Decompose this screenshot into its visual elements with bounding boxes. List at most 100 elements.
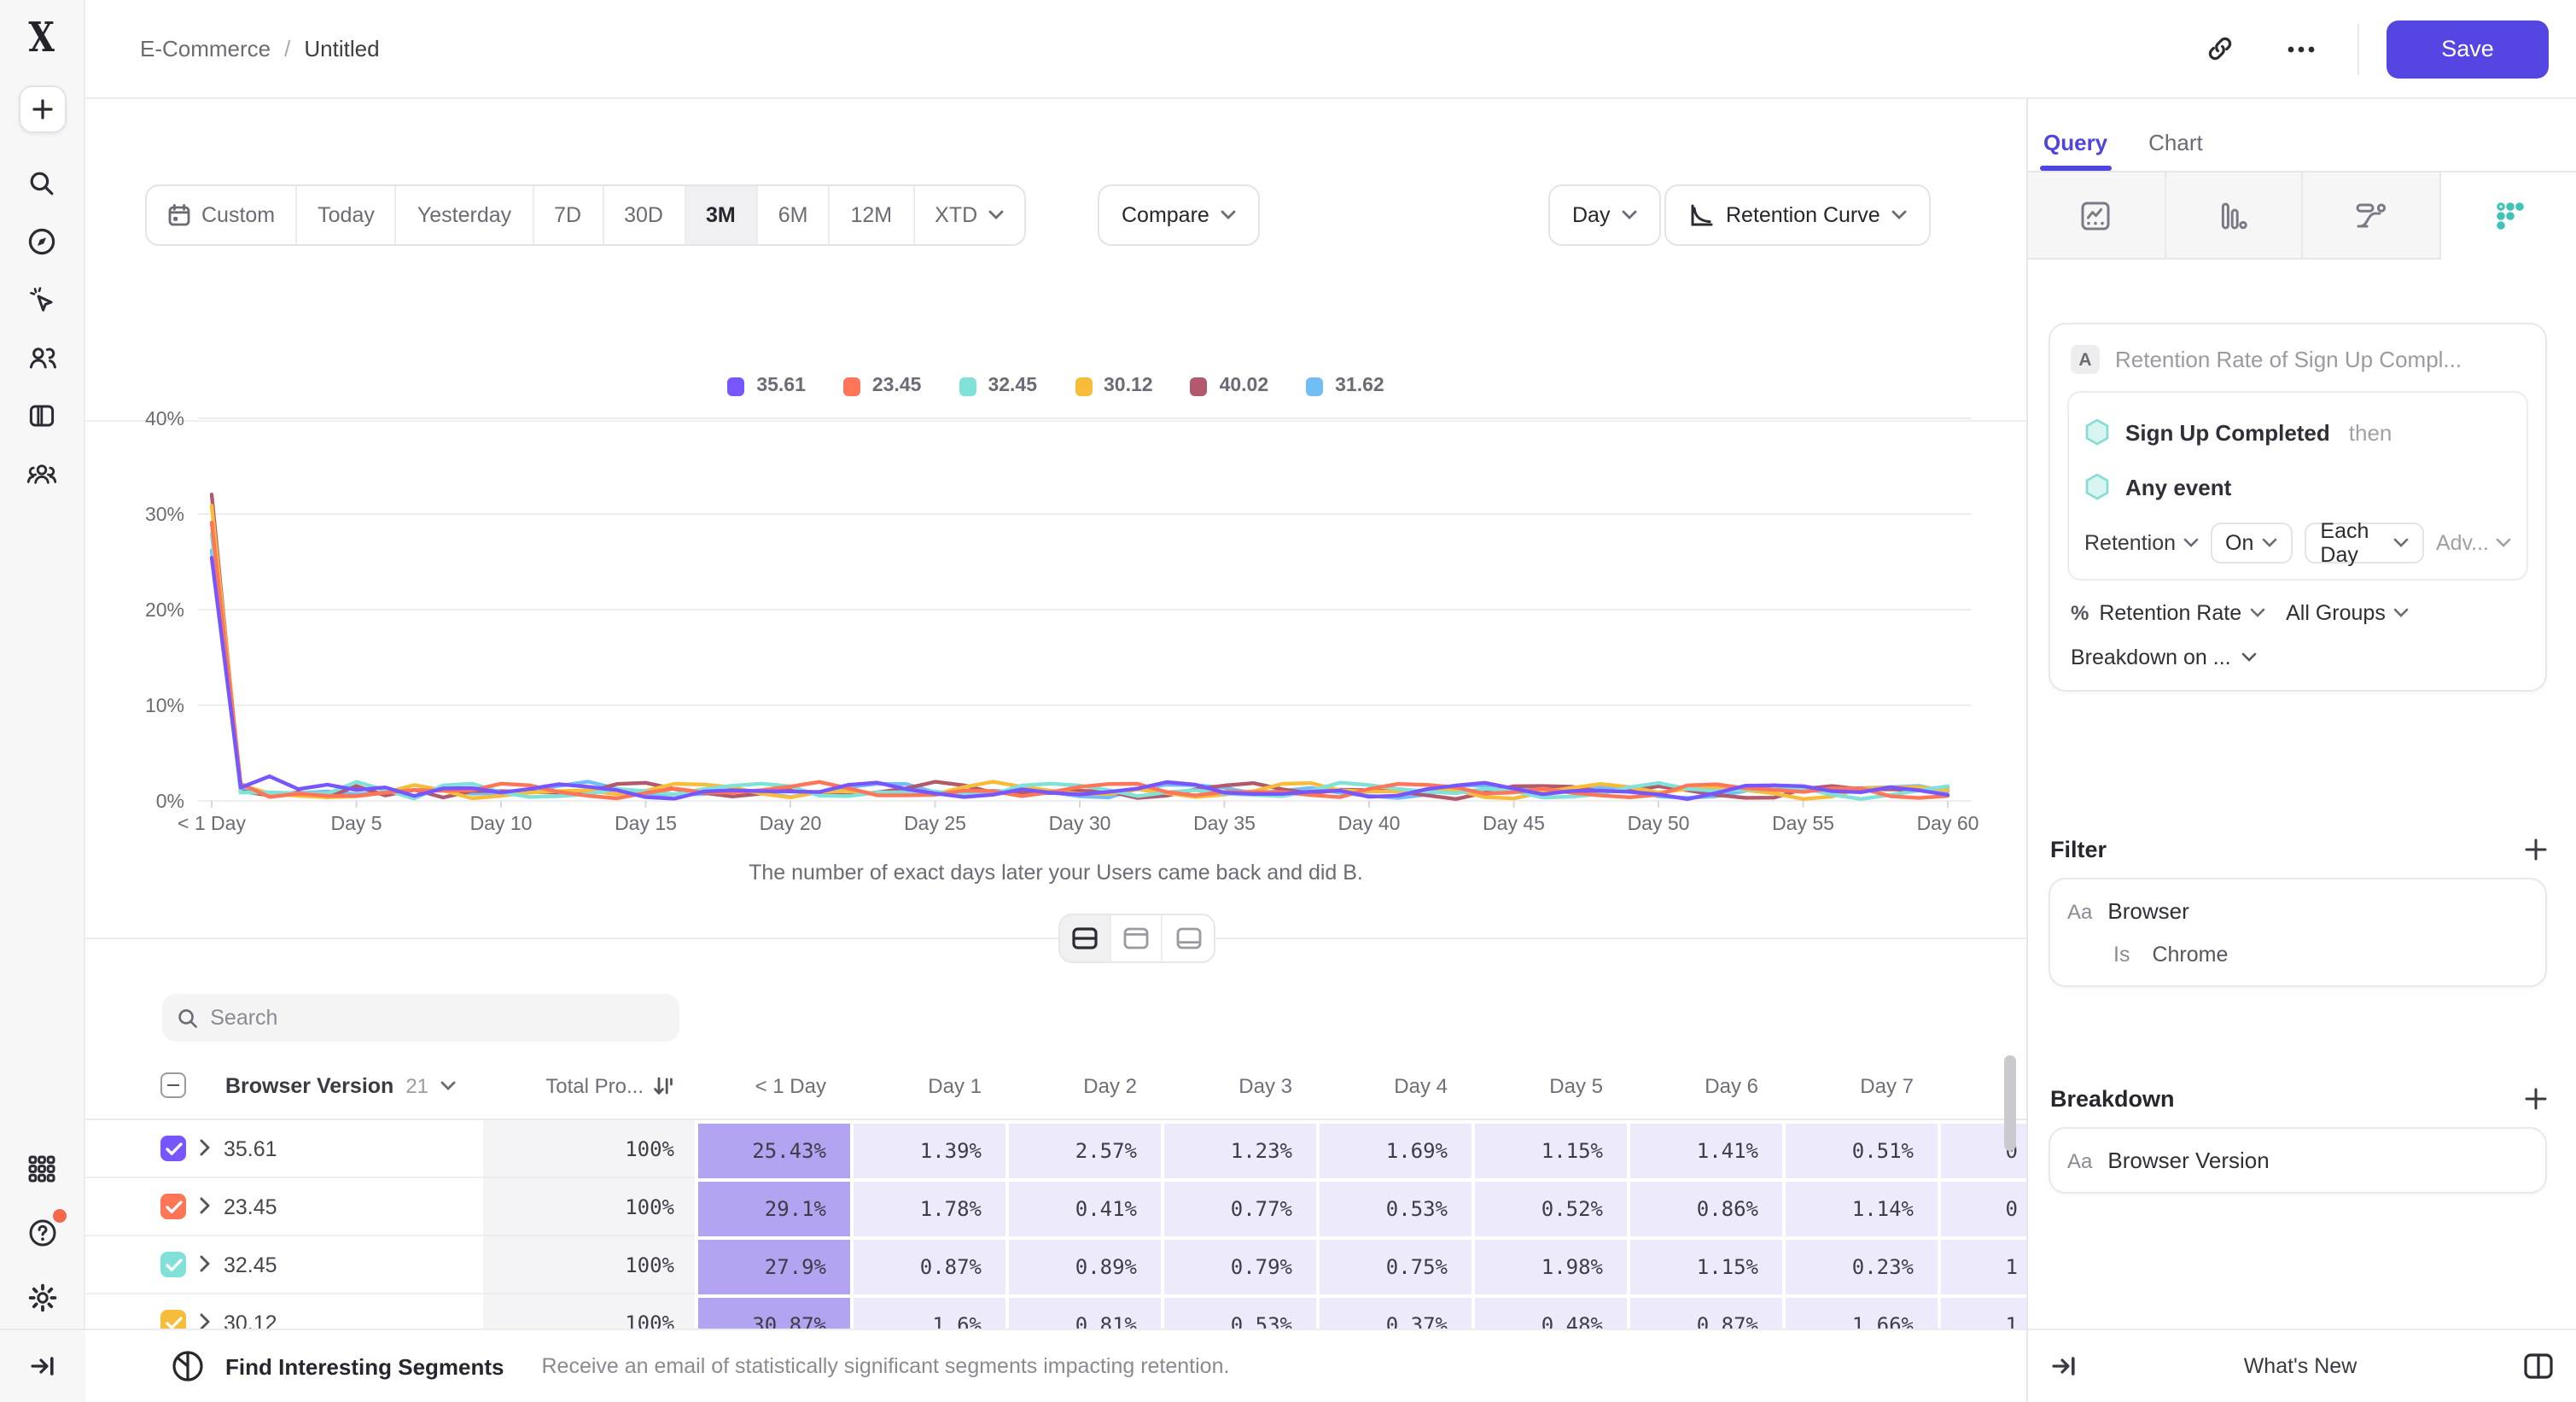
breakdown-on-select[interactable]: Breakdown on ...	[2067, 646, 2528, 669]
retention-report-icon[interactable]	[2440, 172, 2576, 260]
discover-compass-icon[interactable]	[20, 219, 64, 263]
insights-report-icon[interactable]	[2028, 172, 2165, 260]
legend-item[interactable]: 35.61	[727, 376, 806, 396]
legend-item[interactable]: 30.12	[1075, 376, 1153, 396]
expand-row-icon[interactable]	[200, 1133, 210, 1164]
sort-descending-icon[interactable]	[652, 1075, 674, 1095]
select-all-checkbox[interactable]	[160, 1072, 186, 1098]
add-filter-icon[interactable]	[2525, 838, 2547, 861]
retention-cell[interactable]: 29.1%	[695, 1178, 850, 1236]
group-column-header[interactable]: Browser Version	[225, 1073, 394, 1097]
retention-line-31.62[interactable]	[209, 548, 1950, 800]
retention-cell[interactable]: 1.15%	[1627, 1236, 1782, 1294]
retention-cell-clipped[interactable]: 1	[1938, 1236, 2026, 1294]
row-checkbox[interactable]	[160, 1136, 186, 1161]
funnels-report-icon[interactable]	[2165, 172, 2303, 260]
date-range-today[interactable]: Today	[297, 186, 397, 244]
settings-gear-icon[interactable]	[20, 1276, 64, 1320]
day-column-header[interactable]: < 1 Day	[755, 1073, 826, 1097]
save-button[interactable]: Save	[2387, 20, 2549, 78]
return-event-row[interactable]: Any event	[2084, 464, 2511, 509]
retention-cell[interactable]: 0.86%	[1627, 1178, 1782, 1236]
row-label-cell[interactable]: 32.45	[85, 1236, 483, 1294]
date-range-30d[interactable]: 30D	[603, 186, 685, 244]
retention-cell[interactable]: 1.14%	[1782, 1178, 1938, 1236]
day-column-header[interactable]: Day 6	[1705, 1073, 1758, 1097]
day-column-header[interactable]: Day 3	[1238, 1073, 1292, 1097]
retention-cell[interactable]: 1.39%	[850, 1120, 1005, 1178]
more-options-ellipsis-icon[interactable]	[2276, 23, 2327, 74]
legend-item[interactable]: 40.02	[1190, 376, 1268, 396]
boards-icon[interactable]	[20, 393, 64, 437]
view-chart-only-button[interactable]	[1111, 915, 1163, 961]
retention-cell[interactable]: 1.15%	[1472, 1120, 1627, 1178]
advanced-select[interactable]: Adv...	[2436, 531, 2511, 555]
tab-chart[interactable]: Chart	[2148, 130, 2203, 155]
copy-link-icon[interactable]	[2194, 23, 2245, 74]
date-range-7d[interactable]: 7D	[533, 186, 604, 244]
each-day-select[interactable]: Each Day	[2305, 519, 2424, 567]
retention-cell[interactable]: 0.52%	[1472, 1178, 1627, 1236]
find-segments-title[interactable]: Find Interesting Segments	[225, 1353, 504, 1379]
first-event-row[interactable]: Sign Up Completed then	[2084, 410, 2511, 454]
mixpanel-logo[interactable]: X	[28, 12, 55, 61]
retention-cell[interactable]: 1.78%	[850, 1178, 1005, 1236]
retention-type-select[interactable]: Retention	[2084, 531, 2198, 555]
granularity-select[interactable]: Day	[1548, 184, 1662, 246]
retention-line-35.61[interactable]	[209, 555, 1950, 801]
retention-cell-clipped[interactable]: 0	[1938, 1178, 2026, 1236]
legend-item[interactable]: 32.45	[959, 376, 1037, 396]
filter-value[interactable]: Chrome	[2152, 943, 2229, 967]
collapse-panel-icon[interactable]	[2050, 1352, 2078, 1380]
legend-item[interactable]: 23.45	[842, 376, 921, 396]
date-range-custom[interactable]: Custom	[147, 186, 298, 244]
day-column-header[interactable]: Day 2	[1083, 1073, 1137, 1097]
help-icon[interactable]	[20, 1209, 66, 1255]
cohorts-icon[interactable]	[20, 451, 64, 495]
groups-select[interactable]: All Groups	[2286, 601, 2410, 625]
filter-card[interactable]: Aa Browser Is Chrome	[2049, 878, 2547, 987]
add-breakdown-icon[interactable]	[2525, 1088, 2547, 1110]
on-select[interactable]: On	[2210, 523, 2293, 564]
retention-cell[interactable]: 2.57%	[1005, 1120, 1161, 1178]
retention-line-40.02[interactable]	[209, 492, 1950, 801]
retention-cell[interactable]: 0.89%	[1005, 1236, 1161, 1294]
retention-cell[interactable]: 0.77%	[1161, 1178, 1316, 1236]
vertical-scrollbar[interactable]	[2004, 1055, 2016, 1151]
row-label-cell[interactable]: 35.61	[85, 1120, 483, 1178]
tab-query[interactable]: Query	[2040, 130, 2111, 171]
retention-cell[interactable]: 27.9%	[695, 1236, 850, 1294]
expand-row-icon[interactable]	[200, 1191, 210, 1222]
retention-cell[interactable]: 1.23%	[1161, 1120, 1316, 1178]
retention-cell[interactable]: 0.41%	[1005, 1178, 1161, 1236]
day-column-header[interactable]: Day 5	[1549, 1073, 1603, 1097]
apps-grid-icon[interactable]	[20, 1146, 64, 1190]
row-checkbox[interactable]	[160, 1194, 186, 1219]
retention-cell[interactable]: 25.43%	[695, 1120, 850, 1178]
legend-item[interactable]: 31.62	[1306, 376, 1384, 396]
row-label-cell[interactable]: 23.45	[85, 1178, 483, 1236]
breadcrumb-project[interactable]: E-Commerce	[140, 36, 271, 61]
retention-line-30.12[interactable]	[209, 503, 1950, 801]
expand-row-icon[interactable]	[200, 1307, 210, 1338]
retention-cell[interactable]: 1.98%	[1472, 1236, 1627, 1294]
events-cursor-icon[interactable]	[20, 277, 64, 321]
expand-row-icon[interactable]	[200, 1249, 210, 1280]
retention-cell[interactable]: 0.53%	[1316, 1178, 1472, 1236]
chart-type-select[interactable]: Retention Curve	[1664, 184, 1932, 246]
expand-sidebar-icon[interactable]	[20, 1344, 65, 1388]
search-nav-icon[interactable]	[20, 161, 64, 205]
day-column-header[interactable]: Day 7	[1860, 1073, 1914, 1097]
view-split-button[interactable]	[1060, 915, 1111, 961]
kebab-menu-icon[interactable]	[2518, 899, 2528, 923]
retention-cell[interactable]: 1.69%	[1316, 1120, 1472, 1178]
retention-line-23.45[interactable]	[209, 520, 1950, 801]
row-checkbox[interactable]	[160, 1252, 186, 1277]
date-range-xtd[interactable]: XTD	[914, 186, 1023, 244]
date-range-6m[interactable]: 6M	[758, 186, 830, 244]
query-title[interactable]: Retention Rate of Sign Up Compl...	[2115, 347, 2462, 372]
retention-cell[interactable]: 0.75%	[1316, 1236, 1472, 1294]
retention-cell[interactable]: 1.41%	[1627, 1120, 1782, 1178]
filter-operator[interactable]: Is	[2113, 943, 2130, 967]
kebab-menu-icon[interactable]	[2518, 1148, 2528, 1172]
